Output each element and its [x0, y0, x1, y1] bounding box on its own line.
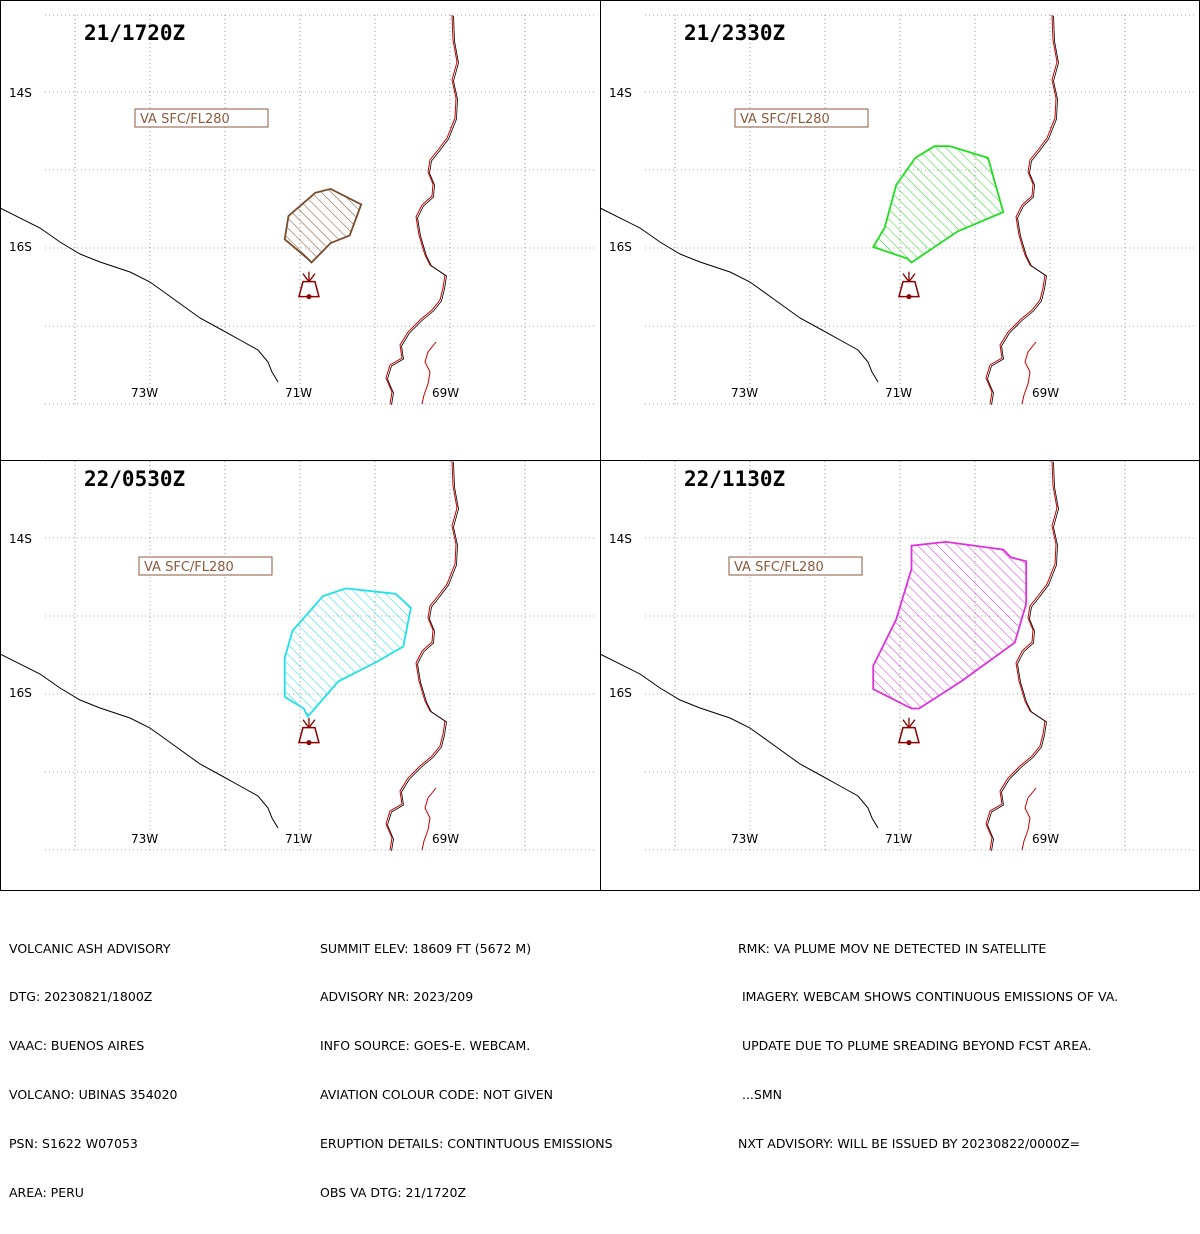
- advisory-line: AVIATION COLOUR CODE: NOT GIVEN: [320, 1087, 554, 1103]
- advisory-line: DTG: 20230821/1800Z: [9, 989, 153, 1005]
- volcano-icon: [297, 717, 320, 746]
- lon-label: 73W: [131, 832, 158, 846]
- advisory-line: INFO SOURCE: GOES-E. WEBCAM.: [320, 1038, 531, 1054]
- advisory-line: ADVISORY NR: 2023/209: [320, 989, 474, 1005]
- country-border-outline: [387, 461, 459, 852]
- volcano-icon: [297, 271, 320, 300]
- advisory-line: NXT ADVISORY: WILL BE ISSUED BY 20230822…: [738, 1136, 1081, 1152]
- advisory-line: IMAGERY. WEBCAM SHOWS CONTINUOUS EMISSIO…: [738, 989, 1119, 1005]
- map-panel-1: 21/1720Z VA SFC/FL280 14S 16S 73W 71W 69W: [0, 14, 595, 406]
- lon-label: 73W: [731, 832, 758, 846]
- advisory-line: UPDATE DUE TO PLUME SREADING BEYOND FCST…: [738, 1038, 1092, 1054]
- advisory-text: VOLCANIC ASH ADVISORY DTG: 20230821/1800…: [0, 908, 1200, 1200]
- advisory-line: VOLCANO: UBINAS 354020: [9, 1087, 178, 1103]
- lon-label: 73W: [731, 386, 758, 400]
- lon-label: 71W: [285, 832, 312, 846]
- ash-plume-polygon: [283, 187, 363, 264]
- country-border: [985, 460, 1058, 851]
- flight-level-label: VA SFC/FL280: [740, 112, 830, 127]
- flight-level-box: [734, 108, 869, 128]
- country-border: [1021, 787, 1037, 851]
- ash-plume-polygon: [872, 540, 1028, 710]
- country-border: [1021, 341, 1037, 405]
- advisory-line: SUMMIT ELEV: 18609 FT (5672 M): [320, 940, 532, 956]
- lon-label: 71W: [885, 386, 912, 400]
- flight-level-label: VA SFC/FL280: [734, 560, 824, 575]
- ash-plume-polygon: [871, 145, 1005, 264]
- panel-time-label: 22/1130Z: [684, 467, 785, 491]
- advisory-column-1: VOLCANIC ASH ADVISORY DTG: 20230821/1800…: [9, 908, 178, 1234]
- lat-label: 16S: [609, 240, 632, 254]
- ash-plume-polygon: [283, 587, 412, 718]
- lat-label: 14S: [9, 532, 32, 546]
- advisory-line: ERUPTION DETAILS: CONTINTUOUS EMISSIONS: [320, 1136, 613, 1152]
- country-border: [985, 14, 1058, 405]
- country-border-outline: [387, 15, 459, 406]
- flight-level-box: [728, 556, 863, 576]
- coastline: [0, 207, 279, 383]
- lat-label: 16S: [9, 240, 32, 254]
- lon-label: 69W: [1032, 832, 1059, 846]
- advisory-line: ...SMN: [738, 1087, 782, 1103]
- panel-time-label: 22/0530Z: [84, 467, 185, 491]
- map-panel-4: 22/1130Z VA SFC/FL280 14S 16S 73W 71W 69W: [599, 460, 1195, 852]
- lat-label: 14S: [609, 532, 632, 546]
- map-panel-3: 22/0530Z VA SFC/FL280 14S 16S 73W 71W 69W: [0, 460, 595, 852]
- advisory-line: VAAC: BUENOS AIRES: [9, 1038, 145, 1054]
- advisory-column-3: RMK: VA PLUME MOV NE DETECTED IN SATELLI…: [738, 908, 1118, 1185]
- lon-label: 69W: [1032, 386, 1059, 400]
- lat-label: 16S: [9, 686, 32, 700]
- advisory-line: VOLCANIC ASH ADVISORY: [9, 940, 171, 956]
- country-border: [385, 460, 458, 851]
- advisory-line: PSN: S1622 W07053: [9, 1136, 138, 1152]
- country-border: [421, 341, 437, 405]
- advisory-line: OBS VA DTG: 21/1720Z: [320, 1185, 467, 1201]
- lon-label: 69W: [432, 832, 459, 846]
- lon-label: 73W: [131, 386, 158, 400]
- flight-level-box: [138, 556, 273, 576]
- flight-level-box: [134, 108, 269, 128]
- volcano-icon: [897, 271, 920, 300]
- country-border-outline: [987, 461, 1059, 852]
- flight-level-label: VA SFC/FL280: [140, 112, 230, 127]
- country-border: [421, 787, 437, 851]
- coastline: [0, 653, 279, 829]
- lat-label: 16S: [609, 686, 632, 700]
- lat-label: 14S: [9, 86, 32, 100]
- lon-label: 71W: [285, 386, 312, 400]
- advisory-line: AREA: PERU: [9, 1185, 84, 1201]
- advisory-line: RMK: VA PLUME MOV NE DETECTED IN SATELLI…: [738, 940, 1047, 956]
- lat-label: 14S: [609, 86, 632, 100]
- country-border: [385, 14, 458, 405]
- lon-label: 71W: [885, 832, 912, 846]
- coastline: [599, 207, 879, 383]
- panel-time-label: 21/1720Z: [84, 21, 185, 45]
- coastline: [599, 653, 879, 829]
- volcano-icon: [897, 717, 920, 746]
- panel-time-label: 21/2330Z: [684, 21, 785, 45]
- lon-label: 69W: [432, 386, 459, 400]
- flight-level-label: VA SFC/FL280: [144, 560, 234, 575]
- map-panel-2: 21/2330Z VA SFC/FL280 14S 16S 73W 71W 69W: [599, 14, 1195, 406]
- advisory-column-2: SUMMIT ELEV: 18609 FT (5672 M) ADVISORY …: [320, 908, 613, 1234]
- country-border-outline: [987, 15, 1059, 406]
